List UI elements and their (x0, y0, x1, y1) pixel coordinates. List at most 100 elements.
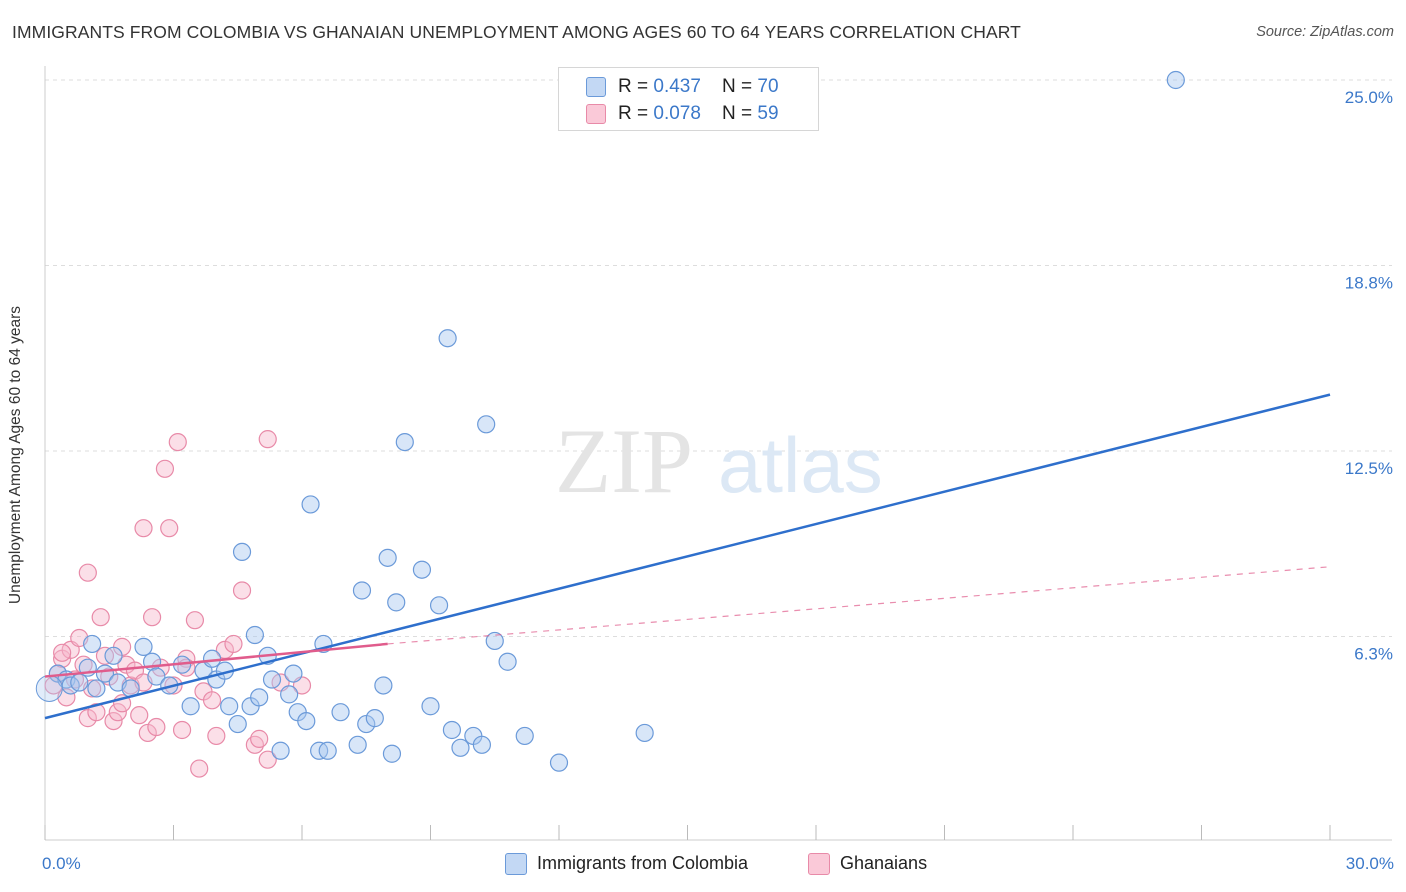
axes (44, 66, 1392, 841)
ghanaians-point (172, 720, 192, 740)
colombia-point (352, 581, 372, 600)
colombia-point (412, 560, 432, 579)
y-tick-label: 6.3% (1354, 645, 1393, 664)
y-tick-labels: 6.3% 12.5% 18.8% 25.0% (1345, 88, 1393, 664)
colombia-point (472, 735, 491, 754)
ghanaians-point (185, 611, 205, 630)
colombia-point (429, 596, 449, 615)
ghanaians-point (258, 430, 277, 449)
bottom-legend-swatch-pink (808, 853, 830, 875)
colombia-point (365, 709, 384, 728)
colombia-point (280, 685, 299, 704)
colombia-point (374, 676, 393, 695)
ghanaians-point (155, 459, 175, 478)
colombia-point (442, 720, 462, 740)
ghanaians-point (57, 688, 76, 707)
y-tick-label: 18.8% (1345, 274, 1393, 293)
ghanaians-point (258, 750, 277, 769)
colombia-point (181, 697, 200, 716)
ghanaians-point (147, 717, 166, 737)
colombia-point (421, 697, 440, 716)
colombia-point (220, 697, 239, 716)
colombia-point (147, 667, 166, 686)
legend-r-value: 0.078 (653, 103, 701, 124)
grid-lines (45, 79, 1392, 637)
ghanaians-point (134, 519, 153, 538)
colombia-point (387, 593, 406, 612)
ghanaians-points (44, 430, 312, 778)
source-label: Source: ZipAtlas.com (1256, 24, 1394, 40)
ghanaians-point (168, 432, 187, 452)
colombia-point (395, 432, 414, 452)
colombia-point (318, 741, 337, 760)
x-tick-labels: 0.0% 30.0% (42, 854, 1394, 873)
colombia-point (297, 711, 316, 731)
y-tick-label: 25.0% (1345, 88, 1393, 107)
colombia-point (232, 542, 252, 562)
ghanaians-point (87, 703, 106, 722)
correlation-legend: R = 0.437 N = 70 R = 0.078 N = 59 (558, 67, 819, 131)
colombia-point (70, 673, 89, 692)
colombia-point (477, 415, 496, 434)
colombia-point (331, 703, 350, 722)
colombia-trend-line (44, 393, 1331, 720)
colombia-point (284, 664, 303, 683)
colombia-point (87, 679, 106, 698)
trend-lines (44, 393, 1331, 720)
ghanaians-point (130, 706, 149, 725)
ghanaians-point (104, 711, 123, 731)
ghanaians-point (224, 634, 243, 654)
ghanaians-point (53, 643, 72, 662)
ghanaians-point (207, 726, 226, 746)
watermark-atlas: atlas (718, 421, 883, 509)
ghanaians-point (202, 691, 222, 710)
colombia-point (104, 646, 123, 665)
ghanaians-point (78, 563, 97, 582)
ghanaians-trend-extension (387, 566, 1331, 645)
ghanaians-point (108, 703, 127, 722)
colombia-point (262, 670, 282, 689)
colombia-point (301, 495, 320, 514)
colombia-point (1166, 70, 1185, 90)
colombia-point (35, 674, 63, 702)
ghanaians-point (91, 608, 110, 627)
colombia-point (245, 625, 264, 645)
colombia-point (451, 738, 470, 757)
colombia-point (348, 735, 367, 754)
colombia-point (271, 741, 290, 760)
colombia-point (498, 652, 517, 671)
legend-swatch-pink (586, 104, 606, 124)
legend-n-label: N = (722, 103, 758, 124)
colombia-point (515, 726, 534, 746)
legend-r-value: 0.437 (653, 76, 701, 97)
colombia-point (438, 329, 457, 348)
ghanaians-trend-line (44, 642, 388, 678)
legend-r-label: R = (618, 103, 654, 124)
legend-n-value: 70 (757, 76, 779, 97)
ghanaians-point (250, 729, 269, 748)
ghanaians-point (142, 608, 162, 627)
colombia-point (228, 714, 247, 734)
colombia-point (250, 688, 269, 707)
y-tick-label: 12.5% (1345, 459, 1393, 478)
legend-r-label: R = (618, 76, 654, 97)
x-tick-label: 0.0% (42, 854, 81, 873)
ghanaians-point (232, 581, 252, 600)
ghanaians-point (190, 759, 209, 778)
colombia-point (382, 744, 402, 763)
colombia-point (83, 634, 102, 654)
bottom-legend-label-ghanaians: Ghanaians (840, 853, 928, 873)
colombia-point (549, 753, 569, 772)
y-axis-label: Unemployment Among Ages 60 to 64 years (7, 305, 24, 605)
x-tick-label: 30.0% (1346, 854, 1394, 873)
bottom-legend-label-colombia: Immigrants from Colombia (537, 853, 749, 873)
colombia-point (134, 637, 153, 656)
colombia-point (485, 631, 504, 651)
ghanaians-point (160, 519, 179, 538)
colombia-point (635, 723, 654, 743)
chart-title: IMMIGRANTS FROM COLOMBIA VS GHANAIAN UNE… (12, 22, 1021, 42)
legend-swatch-blue (586, 77, 606, 97)
colombia-point (378, 548, 397, 567)
legend-n-label: N = (722, 76, 758, 97)
